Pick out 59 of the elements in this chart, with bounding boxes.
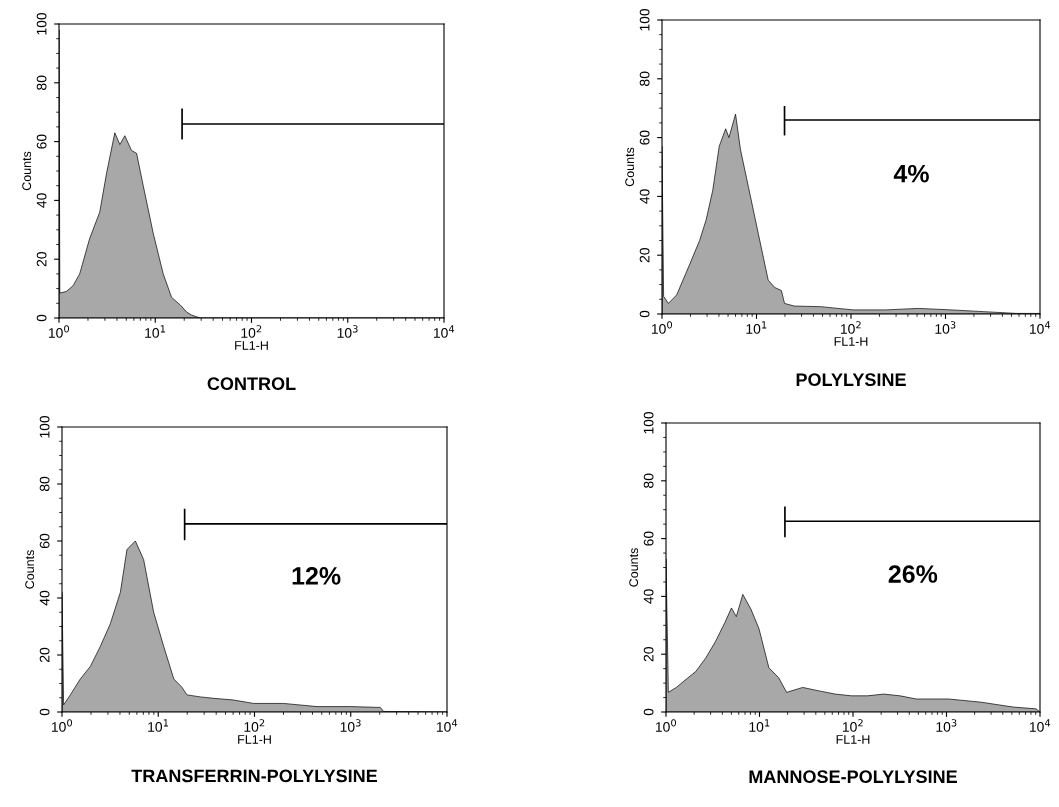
annotation: 26% bbox=[888, 565, 938, 583]
y-tick-label: 80 bbox=[639, 71, 650, 86]
y-tick-label: 60 bbox=[643, 531, 654, 546]
y-tick-label: 0 bbox=[36, 314, 47, 322]
x-tick-label: 10$^{1}$ bbox=[145, 325, 166, 338]
y-tick-label: 100 bbox=[39, 415, 50, 438]
x-axis-title: FL1-H bbox=[238, 735, 271, 744]
annotation: 4% bbox=[893, 164, 929, 183]
y-tick-label: 40 bbox=[36, 193, 47, 208]
y-tick-label: 0 bbox=[643, 708, 654, 716]
text: TRANSFERRIN-POLYLYSINE bbox=[131, 769, 378, 783]
y-tick-label: 60 bbox=[39, 533, 50, 549]
x-tick-label: 10$^{4}$ bbox=[1029, 719, 1051, 732]
y-tick-label: 100 bbox=[36, 12, 47, 35]
x-tick-label: 10$^{2}$ bbox=[842, 719, 863, 732]
y-tick-label: 60 bbox=[36, 134, 47, 149]
x-axis-title: FL1-H bbox=[834, 337, 868, 346]
y-axis-title: Counts bbox=[25, 550, 35, 589]
x-tick-label: 10$^{0}$ bbox=[48, 325, 70, 338]
x-tick-label: 10$^{2}$ bbox=[244, 719, 265, 732]
x-tick-label: 10$^{3}$ bbox=[337, 325, 358, 338]
y-axis-title: Counts bbox=[22, 151, 32, 191]
x-tick-label: 10$^{1}$ bbox=[746, 321, 767, 334]
x-tick-label: 10$^{2}$ bbox=[241, 325, 262, 338]
y-tick-label: 100 bbox=[643, 411, 654, 434]
y-tick-label: 0 bbox=[639, 310, 650, 318]
x-tick-label: 10$^{1}$ bbox=[148, 719, 169, 732]
y-tick-label: 20 bbox=[639, 248, 650, 263]
x-tick-label: 10$^{0}$ bbox=[651, 321, 673, 334]
y-tick-label: 20 bbox=[39, 647, 50, 663]
x-tick-label: 10$^{4}$ bbox=[436, 719, 458, 732]
x-tick-label: 10$^{0}$ bbox=[655, 719, 677, 732]
x-axis-title: FL1-H bbox=[836, 735, 870, 744]
text: MANNOSE-POLYLYSINE bbox=[749, 770, 957, 784]
x-tick-label: 10$^{3}$ bbox=[340, 719, 361, 732]
y-axis-title: Counts bbox=[625, 147, 635, 187]
text: POLYLYSINE bbox=[796, 373, 906, 387]
y-tick-label: 100 bbox=[639, 8, 650, 31]
y-tick-label: 80 bbox=[36, 75, 47, 90]
y-tick-label: 40 bbox=[639, 189, 650, 204]
x-tick-label: 10$^{3}$ bbox=[935, 321, 956, 334]
x-tick-label: 10$^{4}$ bbox=[433, 325, 455, 338]
y-tick-label: 60 bbox=[639, 130, 650, 145]
x-axis-title: FL1-H bbox=[235, 341, 268, 350]
x-tick-label: 10$^{1}$ bbox=[749, 719, 770, 732]
y-tick-label: 20 bbox=[643, 647, 654, 662]
annotation: 12% bbox=[292, 567, 341, 585]
text: CONTROL bbox=[207, 377, 296, 391]
x-tick-label: 10$^{2}$ bbox=[840, 321, 861, 334]
y-tick-label: 0 bbox=[39, 708, 50, 716]
y-tick-label: 40 bbox=[643, 589, 654, 604]
y-tick-label: 80 bbox=[39, 476, 50, 492]
y-axis-title: Counts bbox=[629, 548, 639, 587]
y-tick-label: 20 bbox=[36, 252, 47, 267]
y-tick-label: 80 bbox=[643, 473, 654, 488]
y-tick-label: 40 bbox=[39, 590, 50, 606]
x-tick-label: 10$^{4}$ bbox=[1029, 321, 1051, 334]
x-tick-label: 10$^{0}$ bbox=[51, 719, 73, 732]
x-tick-label: 10$^{3}$ bbox=[936, 719, 957, 732]
